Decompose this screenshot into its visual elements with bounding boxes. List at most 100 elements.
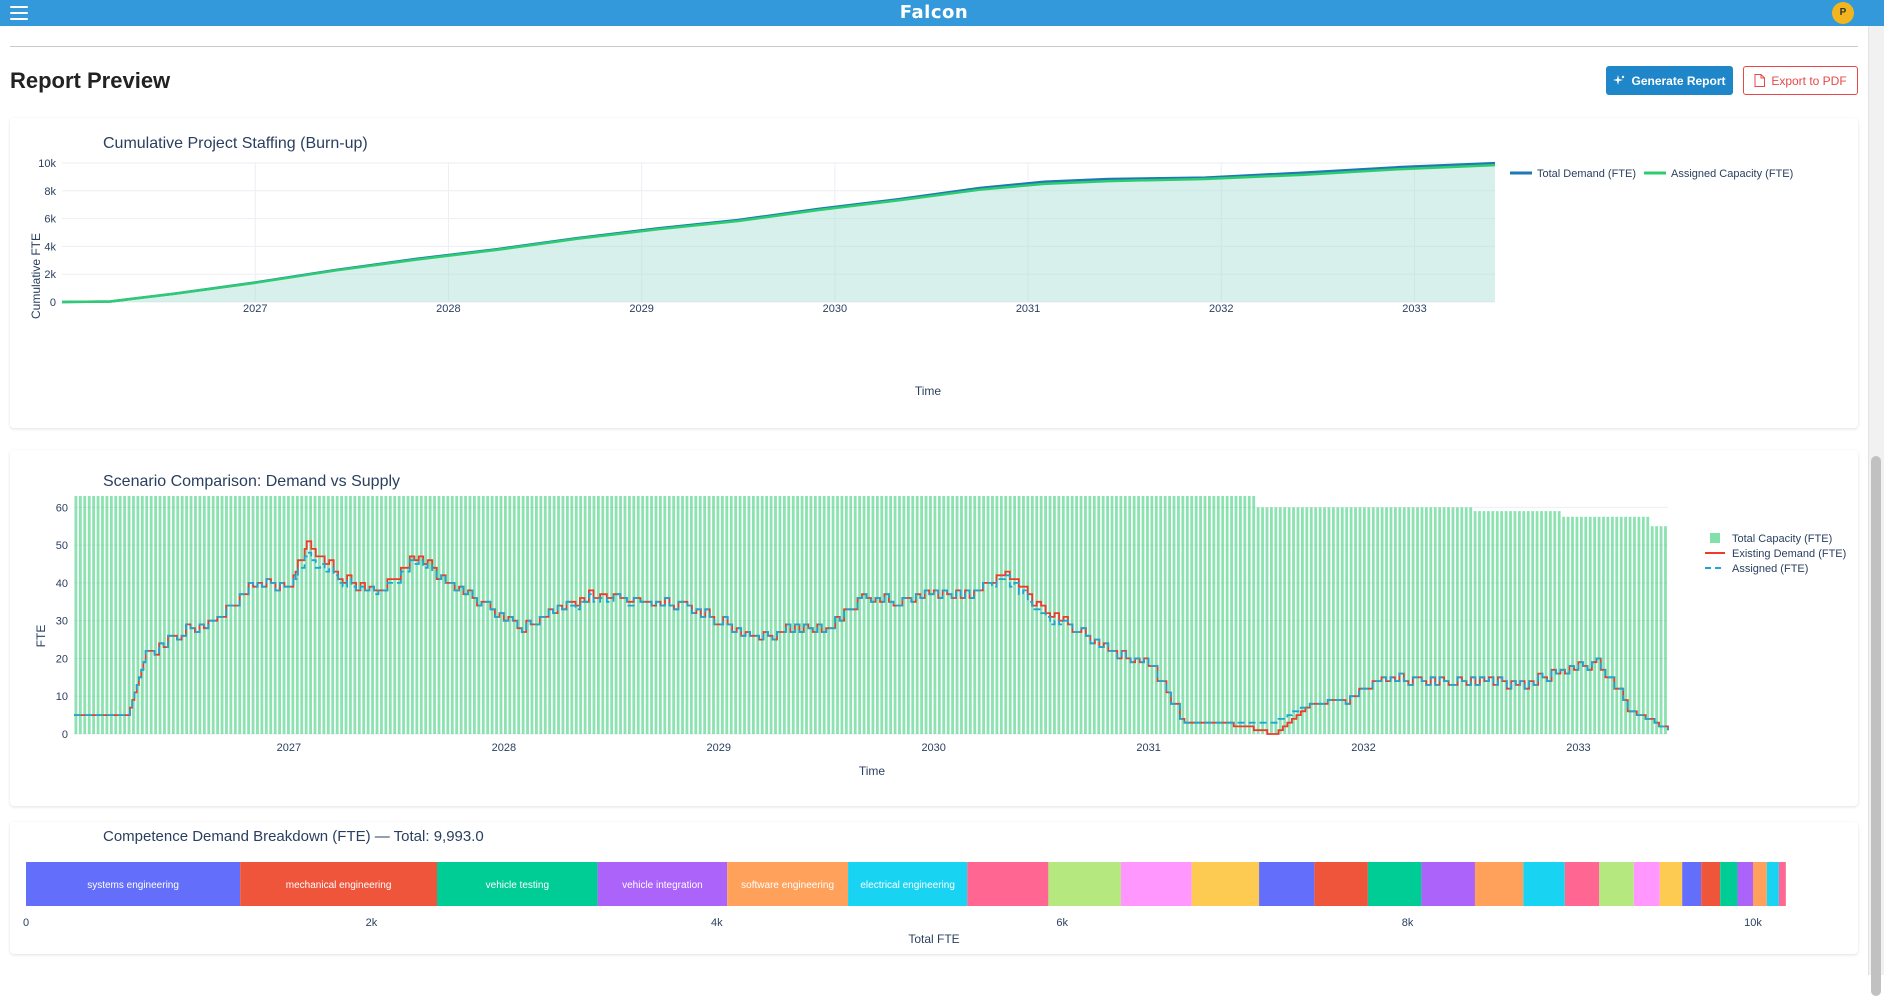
capacity-bar [114,496,118,734]
breakdown-segment [1599,862,1634,906]
capacity-bar [889,496,893,734]
generate-report-button[interactable]: Generate Report [1606,66,1733,95]
capacity-bar [619,496,622,734]
breakdown-x-tick: 4k [711,917,723,929]
capacity-bar [716,496,720,734]
capacity-bar [1212,496,1216,734]
capacity-bar [326,496,330,734]
capacity-bar [402,496,405,734]
breakdown-segment [1778,862,1786,906]
capacity-bar [335,496,339,734]
capacity-bar [198,496,202,734]
capacity-bar [486,496,490,734]
capacity-bar [720,496,724,734]
capacity-bar [898,496,901,734]
capacity-bar [397,496,401,734]
capacity-bar [1274,507,1278,734]
breakdown-segment-electrical-engineering [848,862,968,906]
capacity-bar [1553,511,1557,734]
legend-assigned: Assigned (FTE) [1732,563,1808,575]
capacity-bar [1455,507,1459,734]
capacity-bar [1309,507,1313,734]
breakdown-segment-mechanical-engineering [240,862,438,906]
capacity-bar [340,496,343,734]
capacity-bar [490,496,494,734]
capacity-bar [1495,511,1499,734]
assigned-capacity-line [61,163,1496,304]
legend-total-capacity: Total Capacity (FTE) [1732,533,1832,545]
capacity-bar [986,496,990,734]
capacity-bar [875,496,879,734]
capacity-bar [1588,516,1592,734]
capacity-bar [552,496,556,734]
capacity-bar [1119,496,1123,734]
capacity-bar [229,496,233,734]
capacity-bar [477,496,481,734]
capacity-bar [787,496,791,734]
capacity-bar [623,496,627,734]
scrollbar-thumb[interactable] [1871,456,1881,996]
capacity-bar [295,496,299,734]
scenario-x-tick: 2027 [277,742,301,754]
capacity-bar [1398,507,1402,734]
scenario-y-tick: 10 [56,691,68,703]
capacity-bar [1092,496,1096,734]
burnup-plot-area: 0 2k 4k 6k 8k 10k 2027 2028 2029 2030 2031 2032 2033 [38,158,1496,315]
capacity-bar [318,496,321,734]
capacity-bar [1362,507,1366,734]
breakdown-x-tick: 8k [1402,917,1414,929]
capacity-bar [1110,496,1114,734]
app-title: Falcon [899,2,969,23]
capacity-bar [734,496,738,734]
capacity-bar [570,496,574,734]
capacity-bar [1624,516,1628,734]
capacity-bar [185,496,189,734]
capacity-bar [464,496,467,734]
capacity-bar [1354,507,1357,734]
capacity-bar [287,496,290,734]
capacity-bar [672,496,676,734]
capacity-bar [1407,507,1411,734]
scenario-y-tick: 0 [62,729,68,741]
capacity-bar [1070,496,1074,734]
capacity-bar [1296,507,1300,734]
user-avatar[interactable]: P [1832,2,1854,24]
capacity-bar [526,496,529,734]
pdf-file-icon [1754,74,1766,87]
capacity-bar [782,496,786,734]
capacity-bar [282,496,286,734]
capacity-bar [831,496,835,734]
capacity-bar [822,496,826,734]
capacity-bar [548,496,552,734]
breakdown-segment-label: electrical engineering [860,880,955,891]
capacity-bar [1367,507,1371,734]
capacity-bar [694,496,698,734]
capacity-bar [579,496,583,734]
capacity-bar [1022,496,1025,734]
capacity-bar [1486,511,1490,734]
capacity-bar [1424,507,1428,734]
capacity-bar [344,496,348,734]
breakdown-segment [1682,862,1702,906]
capacity-bar [557,496,560,734]
capacity-bar [530,496,534,734]
capacity-bar [1132,496,1136,734]
burnup-chart-title: Cumulative Project Staffing (Burn-up) [103,135,368,152]
page-scrollbar[interactable] [1868,26,1884,996]
capacity-bar [220,496,224,734]
hamburger-menu-icon[interactable] [10,6,28,20]
capacity-bar [995,496,999,734]
capacity-bar [1349,507,1353,734]
breakdown-segment [1633,862,1660,906]
capacity-bar [428,496,432,734]
capacity-bar [1562,516,1566,734]
capacity-bar [424,496,428,734]
capacity-bar [1531,511,1535,734]
capacity-bar [543,496,547,734]
export-pdf-button[interactable]: Export to PDF [1743,66,1858,95]
capacity-bar [1190,496,1194,734]
capacity-bar [1084,496,1087,734]
capacity-bar [380,496,383,734]
capacity-bar [791,496,795,734]
